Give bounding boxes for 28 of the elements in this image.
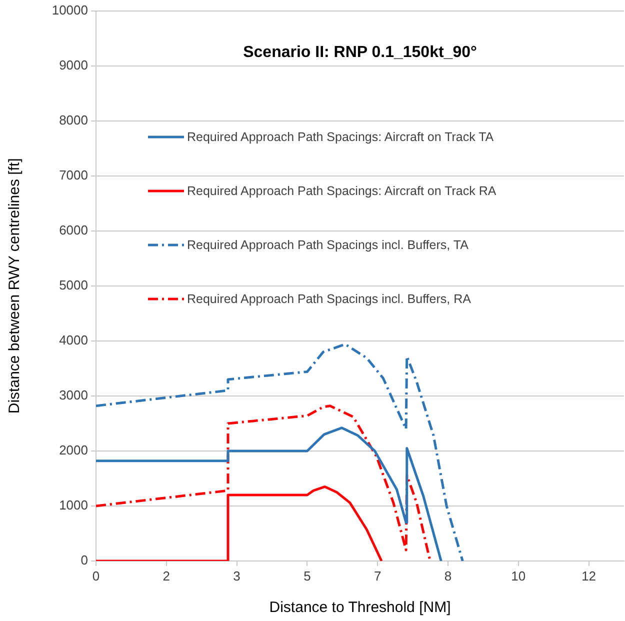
y-tick-label: 0 bbox=[80, 552, 88, 568]
text: Scenario II: RNP 0.1_150kt_90° bbox=[242, 44, 478, 62]
y-tick-label: 2000 bbox=[59, 442, 88, 458]
y-tick-label: 4000 bbox=[59, 332, 88, 348]
y-tick-label: 1000 bbox=[59, 498, 88, 513]
x-tick-label: 7 bbox=[374, 568, 382, 584]
x-tick-label: 5 bbox=[304, 568, 311, 584]
y-tick-label: 8000 bbox=[59, 112, 88, 128]
x-tick-label: 12 bbox=[582, 568, 596, 584]
legend-label: Required Approach Path Spacings incl. Buffers, TA bbox=[187, 238, 468, 252]
x-axis-title: Distance to Threshold [NM] bbox=[269, 599, 451, 616]
y-tick-label: 6000 bbox=[59, 222, 88, 238]
y-tick-label: 3000 bbox=[59, 388, 88, 403]
y-tick-label: 10000 bbox=[52, 2, 88, 18]
line-series bbox=[96, 342, 464, 561]
x-tick-label: 3 bbox=[233, 568, 240, 584]
y-tick-label: 7000 bbox=[59, 167, 88, 182]
x-tick-label: 10 bbox=[511, 568, 526, 584]
legend-label: Required Approach Path Spacings: Aircraft on Track TA bbox=[187, 130, 494, 144]
legend-label: Required Approach Path Spacings incl. Buffers, RA bbox=[187, 292, 471, 306]
x-tick-label: 2 bbox=[162, 568, 170, 584]
y-tick-label: 5000 bbox=[59, 277, 88, 292]
x-tick-label: 0 bbox=[92, 568, 100, 584]
line-series bbox=[96, 404, 432, 561]
y-axis-title: Distance between RWY centrelines [ft] bbox=[6, 158, 24, 414]
x-tick-label: 8 bbox=[444, 568, 452, 584]
y-tick-label: 9000 bbox=[59, 57, 88, 72]
legend-label: Required Approach Path Spacings: Aircraft on Track RA bbox=[187, 184, 496, 198]
